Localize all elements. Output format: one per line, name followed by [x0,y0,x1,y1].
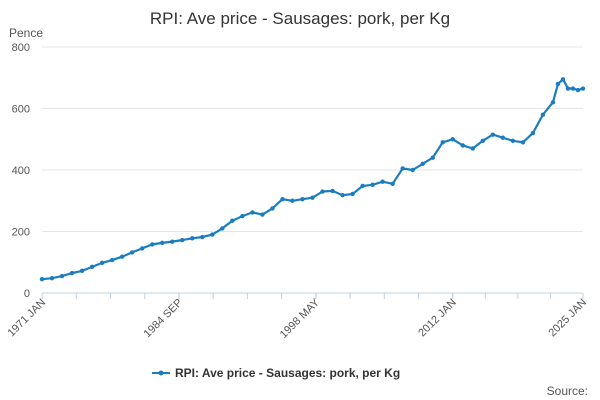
series-line [41,78,584,281]
y-axis-label: Pence [9,26,43,40]
x-tick-label: 1971 JAN [5,297,48,340]
data-point[interactable] [320,189,325,194]
legend-label: RPI: Ave price - Sausages: pork, per Kg [175,366,400,380]
data-point[interactable] [390,181,395,187]
data-point[interactable] [160,240,165,246]
data-point[interactable] [565,86,571,91]
data-point[interactable] [190,236,195,241]
data-point[interactable] [570,86,576,91]
gridlines [42,46,583,232]
data-point[interactable] [69,270,75,276]
data-point[interactable] [129,250,135,255]
data-point[interactable] [300,197,305,202]
data-point[interactable] [410,167,415,173]
chart-title: RPI: Ave price - Sausages: pork, per Kg [150,9,450,28]
data-point[interactable] [555,81,561,87]
data-point[interactable] [59,273,65,279]
data-point[interactable] [170,239,175,244]
data-point[interactable] [510,138,516,143]
data-point[interactable] [380,179,385,184]
data-point[interactable] [310,195,315,200]
data-point[interactable] [550,100,556,105]
data-point[interactable] [440,140,445,145]
data-point[interactable] [400,166,405,171]
data-point[interactable] [240,213,245,219]
y-tick-label: 200 [12,227,30,239]
data-point[interactable] [575,87,581,93]
data-point[interactable] [250,210,255,215]
data-point[interactable] [180,237,185,243]
x-tick-label: 2012 JAN [416,297,459,340]
data-point[interactable] [79,268,85,274]
x-tick-label: 1984 SEP [142,297,186,341]
data-point[interactable] [450,137,455,142]
data-point[interactable] [520,140,526,145]
data-point[interactable] [270,206,275,211]
data-point[interactable] [500,135,506,140]
data-point[interactable] [230,218,235,223]
y-tick-label: 600 [12,104,30,116]
source-label: Source: [547,384,588,398]
data-point[interactable] [150,242,155,247]
y-tick-label: 800 [12,42,30,54]
data-point[interactable] [109,257,115,263]
data-point[interactable] [370,182,375,187]
legend-marker [158,370,164,376]
data-point[interactable] [460,143,465,148]
data-point[interactable] [480,138,486,143]
data-point[interactable] [560,77,566,82]
data-point[interactable] [290,198,295,203]
data-point[interactable] [220,226,225,231]
x-tick-label: 1998 MAY [278,296,323,341]
x-axis-ticks: 1971 JAN 1984 SEP 1998 MAY 2012 JAN 2025 JAN [5,293,589,341]
data-point[interactable] [530,130,536,136]
data-point[interactable] [210,232,215,237]
data-point[interactable] [200,234,205,240]
data-point[interactable] [139,246,145,251]
data-point[interactable] [580,86,586,91]
data-point[interactable] [49,276,55,281]
y-axis-ticks: 0 200 400 600 800 [12,42,30,300]
y-tick-label: 0 [24,288,30,300]
data-point[interactable] [340,193,345,198]
data-point[interactable] [470,146,475,151]
series-layer [39,77,586,282]
data-point[interactable] [360,183,365,189]
data-point[interactable] [89,264,95,270]
data-point[interactable] [280,197,285,202]
x-tick-label: 2025 JAN [546,297,589,340]
y-tick-label: 400 [12,165,30,177]
data-point[interactable] [39,276,45,282]
data-point[interactable] [119,254,125,259]
data-point[interactable] [350,191,355,197]
data-point[interactable] [430,155,435,160]
data-point[interactable] [99,260,105,266]
data-point[interactable] [260,212,265,217]
data-point[interactable] [330,188,335,194]
data-point[interactable] [490,132,496,137]
data-point[interactable] [420,161,425,167]
data-point[interactable] [540,112,546,117]
legend[interactable]: RPI: Ave price - Sausages: pork, per Kg [152,366,400,380]
